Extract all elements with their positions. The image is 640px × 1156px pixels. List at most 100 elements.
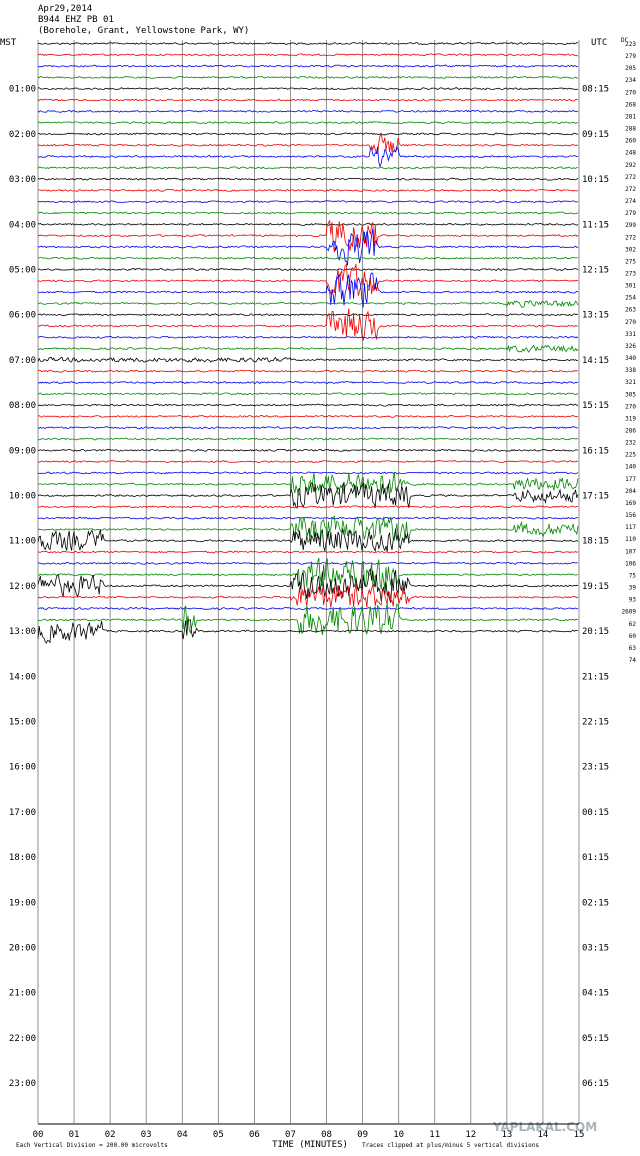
trace <box>37 109 579 113</box>
mst-hour: 02:00 <box>9 130 36 140</box>
dc-value: 288 <box>625 126 636 133</box>
trace <box>37 211 579 215</box>
utc-hour: 05:15 <box>582 1034 609 1044</box>
utc-hour: 15:15 <box>582 401 609 411</box>
trace <box>37 437 579 441</box>
trace <box>37 557 579 590</box>
trace <box>37 381 579 385</box>
dc-value: 260 <box>625 138 636 145</box>
trace <box>37 584 579 608</box>
utc-hour: 13:15 <box>582 311 609 321</box>
dc-value: 223 <box>625 41 636 48</box>
mst-hour: 09:00 <box>9 446 36 456</box>
trace <box>37 42 578 45</box>
mst-hour: 23:00 <box>9 1079 36 1089</box>
trace <box>37 222 579 226</box>
footer-left: Each Vertical Division = 200.00 microvol… <box>16 1142 168 1149</box>
dc-value: 331 <box>625 331 636 338</box>
mst-hour: 22:00 <box>9 1034 36 1044</box>
dc-value: 62 <box>629 621 637 628</box>
dc-value: 301 <box>625 283 636 290</box>
dc-value: 279 <box>625 210 636 217</box>
trace <box>37 515 579 544</box>
trace <box>38 602 579 635</box>
dc-value: 234 <box>625 77 636 84</box>
dc-value: 305 <box>625 391 636 398</box>
trace <box>37 568 579 604</box>
x-tick-label: 13 <box>501 1130 512 1140</box>
mst-hour: 07:00 <box>9 356 36 366</box>
date: Apr29,2014 <box>38 4 92 14</box>
utc-hour: 00:15 <box>582 808 609 818</box>
trace <box>37 460 579 464</box>
dc-value: 286 <box>625 428 636 435</box>
x-tick-label: 12 <box>465 1130 476 1140</box>
mst-hour: 06:00 <box>9 311 36 321</box>
trace <box>37 220 579 253</box>
x-tick-label: 06 <box>249 1130 260 1140</box>
trace <box>37 299 579 308</box>
trace <box>37 121 579 125</box>
trace <box>37 64 579 68</box>
dc-value: 299 <box>625 222 636 229</box>
dc-value: 156 <box>625 512 636 519</box>
trace <box>37 561 579 565</box>
utc-hour: 06:15 <box>582 1079 609 1089</box>
trace <box>37 448 579 452</box>
x-tick-label: 10 <box>393 1130 404 1140</box>
trace <box>37 471 579 475</box>
mst-hour: 03:00 <box>9 175 36 185</box>
dc-value: 338 <box>625 367 636 374</box>
mst-hour: 18:00 <box>9 853 36 863</box>
mst-hour: 20:00 <box>9 944 36 954</box>
mst-label: MST <box>0 38 17 48</box>
x-tick-label: 14 <box>538 1130 549 1140</box>
utc-hour: 12:15 <box>582 266 609 276</box>
station: B944 EHZ PB 01 <box>38 15 114 25</box>
dc-value: 270 <box>625 89 636 96</box>
location: (Borehole, Grant, Yellowstone Park, WY) <box>38 26 249 36</box>
trace <box>37 313 579 317</box>
x-tick-label: 11 <box>429 1130 440 1140</box>
trace <box>37 335 579 339</box>
trace <box>37 527 579 553</box>
dc-value: 63 <box>629 645 637 652</box>
utc-hour: 04:15 <box>582 989 609 999</box>
mst-hour: 15:00 <box>9 718 36 728</box>
mst-hour: 04:00 <box>9 220 36 230</box>
dc-value: 75 <box>629 572 637 579</box>
dc-value: 270 <box>625 403 636 410</box>
dc-value: 319 <box>625 415 636 422</box>
trace <box>37 200 579 204</box>
dc-value: 279 <box>625 53 636 60</box>
trace <box>37 471 579 496</box>
trace <box>37 356 578 363</box>
trace <box>37 268 579 271</box>
mst-hour: 08:00 <box>9 401 36 411</box>
mst-hour: 17:00 <box>9 808 36 818</box>
dc-value: 106 <box>625 560 636 567</box>
trace <box>37 403 579 407</box>
dc-value: 177 <box>625 476 636 483</box>
dc-value: 39 <box>629 585 637 592</box>
x-tick-label: 00 <box>33 1130 44 1140</box>
dc-value: 205 <box>625 65 636 72</box>
dc-value: 281 <box>625 113 636 120</box>
utc-hour: 01:15 <box>582 853 609 863</box>
x-tick-label: 02 <box>105 1130 116 1140</box>
x-tick-label: 15 <box>574 1130 585 1140</box>
x-tick-label: 09 <box>357 1130 368 1140</box>
utc-hour: 20:15 <box>582 627 609 637</box>
utc-hour: 10:15 <box>582 175 609 185</box>
dc-value: 292 <box>625 162 636 169</box>
mst-hour: 19:00 <box>9 898 36 908</box>
dc-value: 74 <box>629 657 637 664</box>
grid <box>37 40 580 1125</box>
trace <box>37 619 579 644</box>
dc-value: 140 <box>625 464 636 471</box>
dc-value: 60 <box>629 633 637 640</box>
trace <box>38 256 579 260</box>
trace <box>37 308 578 341</box>
utc-hour: 08:15 <box>582 85 609 95</box>
x-tick-label: 05 <box>213 1130 224 1140</box>
